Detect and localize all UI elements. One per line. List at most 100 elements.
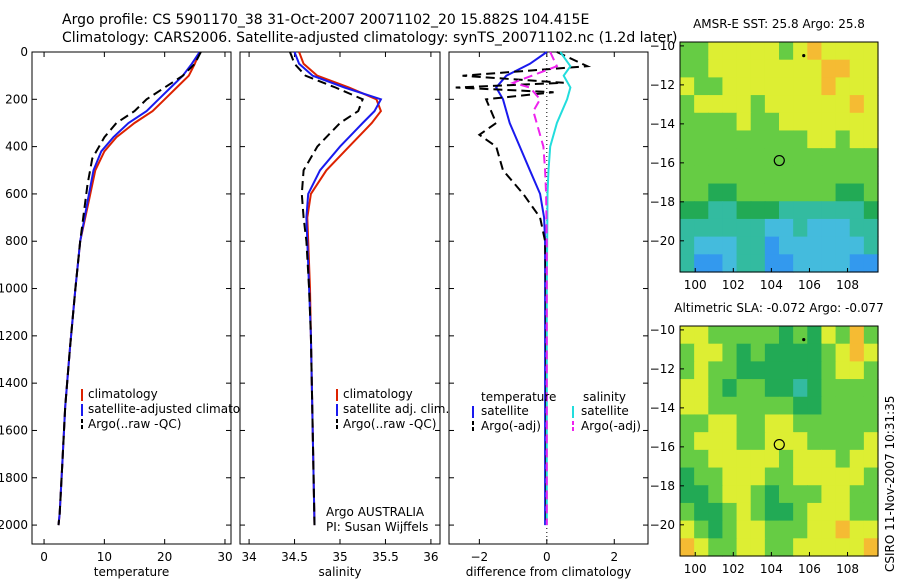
- heatmap-cell: [779, 59, 794, 78]
- heatmap-cell: [807, 502, 823, 522]
- x-tick-label: 102: [722, 562, 745, 576]
- map-frame: [679, 41, 879, 273]
- y-tick-label: −20: [650, 234, 675, 248]
- heatmap-cell: [807, 165, 823, 185]
- heatmap-cell: [722, 396, 738, 416]
- heatmap-cell: [750, 148, 766, 167]
- heatmap-cell: [793, 165, 808, 185]
- heatmap-cell: [863, 414, 879, 433]
- heatmap-cell: [849, 485, 865, 504]
- heatmap-cell: [807, 449, 823, 469]
- island-dot: [802, 54, 806, 58]
- heatmap-cell: [736, 449, 752, 469]
- legend-label: climatology: [343, 387, 413, 401]
- heatmap-cell: [793, 218, 808, 238]
- heatmap-cell: [708, 396, 724, 416]
- heatmap-cell: [694, 236, 709, 255]
- heatmap-cell: [764, 130, 780, 149]
- heatmap-cell: [849, 218, 865, 238]
- heatmap-cell: [821, 502, 837, 522]
- x-tick-label: 106: [798, 562, 821, 576]
- heatmap-cell: [680, 165, 695, 185]
- heatmap-cell: [764, 112, 780, 132]
- heatmap-cell: [722, 77, 738, 96]
- heatmap-cell: [736, 201, 752, 220]
- y-tick-label: 2000: [0, 518, 28, 532]
- heatmap-cell: [750, 538, 766, 557]
- x-axis-label: salinity: [318, 565, 361, 579]
- heatmap-cell: [849, 130, 865, 149]
- heatmap-cell: [736, 326, 752, 345]
- heatmap-cell: [863, 201, 879, 220]
- x-tick-label: 10: [97, 550, 112, 564]
- heatmap-cell: [694, 112, 709, 132]
- y-tick-label: −20: [650, 518, 675, 532]
- heatmap-cell: [807, 467, 823, 486]
- heatmap-cell: [708, 77, 724, 96]
- legend-label: satellite: [581, 404, 629, 418]
- heatmap-cell: [708, 538, 724, 557]
- heatmap-cell: [821, 165, 837, 185]
- heatmap-cell: [821, 520, 837, 539]
- y-tick-label: 1600: [0, 423, 28, 437]
- heatmap-cell: [750, 502, 766, 522]
- heatmap-cell: [779, 538, 794, 557]
- heatmap-cell: [764, 326, 780, 345]
- heatmap-cell: [849, 343, 865, 362]
- heatmap-cell: [849, 42, 865, 61]
- heatmap-cell: [736, 95, 752, 114]
- heatmap-cell: [849, 361, 865, 380]
- legend-header: salinity: [583, 390, 626, 404]
- heatmap-cell: [750, 218, 766, 238]
- heatmap-cell: [736, 343, 752, 362]
- heatmap-cell: [793, 396, 808, 416]
- heatmap-cell: [821, 396, 837, 416]
- heatmap-cell: [793, 77, 808, 96]
- heatmap-cell: [835, 326, 851, 345]
- heatmap-cell: [807, 236, 823, 255]
- heatmap-cell: [863, 95, 879, 114]
- heatmap-cells: [680, 42, 879, 273]
- heatmap-cell: [779, 42, 794, 61]
- heatmap-cell: [793, 449, 808, 469]
- heatmap-cell: [849, 95, 865, 114]
- heatmap-cell: [793, 236, 808, 255]
- x-tick-label: 100: [684, 278, 707, 292]
- plot-frame-0: [31, 51, 232, 545]
- heatmap-cell: [680, 343, 695, 362]
- heatmap-cell: [708, 183, 724, 202]
- heatmap-cell: [835, 502, 851, 522]
- heatmap-cell: [863, 112, 879, 132]
- heatmap-cell: [764, 236, 780, 255]
- heatmap-cell: [849, 236, 865, 255]
- heatmap-cell: [764, 77, 780, 96]
- heatmap-cell: [764, 254, 780, 273]
- heatmap-cell: [821, 130, 837, 149]
- x-tick-label: 30: [217, 550, 232, 564]
- heatmap-cell: [680, 130, 695, 149]
- heatmap-cell: [750, 42, 766, 61]
- heatmap-cell: [680, 379, 695, 398]
- heatmap-cell: [708, 502, 724, 522]
- heatmap-cell: [779, 183, 794, 202]
- heatmap-cell: [680, 42, 695, 61]
- heatmap-cell: [764, 502, 780, 522]
- heatmap-cell: [736, 42, 752, 61]
- heatmap-cell: [736, 520, 752, 539]
- heatmap-cell: [793, 183, 808, 202]
- series-line-argo: [289, 51, 364, 526]
- figure-title-line2: Climatology: CARS2006. Satellite-adjuste…: [62, 30, 678, 46]
- heatmap-cell: [708, 520, 724, 539]
- heatmap-cell: [722, 112, 738, 132]
- legend-label: Argo(-adj): [481, 419, 541, 433]
- heatmap-cell: [722, 236, 738, 255]
- y-tick-label: 1800: [0, 471, 28, 485]
- heatmap-cell: [736, 112, 752, 132]
- heatmap-cell: [750, 254, 766, 273]
- heatmap-cell: [708, 254, 724, 273]
- series-line-sal_argo: [509, 51, 559, 526]
- heatmap-cell: [680, 77, 695, 96]
- heatmap-cell: [680, 148, 695, 167]
- heatmap-cell: [779, 218, 794, 238]
- heatmap-cell: [764, 520, 780, 539]
